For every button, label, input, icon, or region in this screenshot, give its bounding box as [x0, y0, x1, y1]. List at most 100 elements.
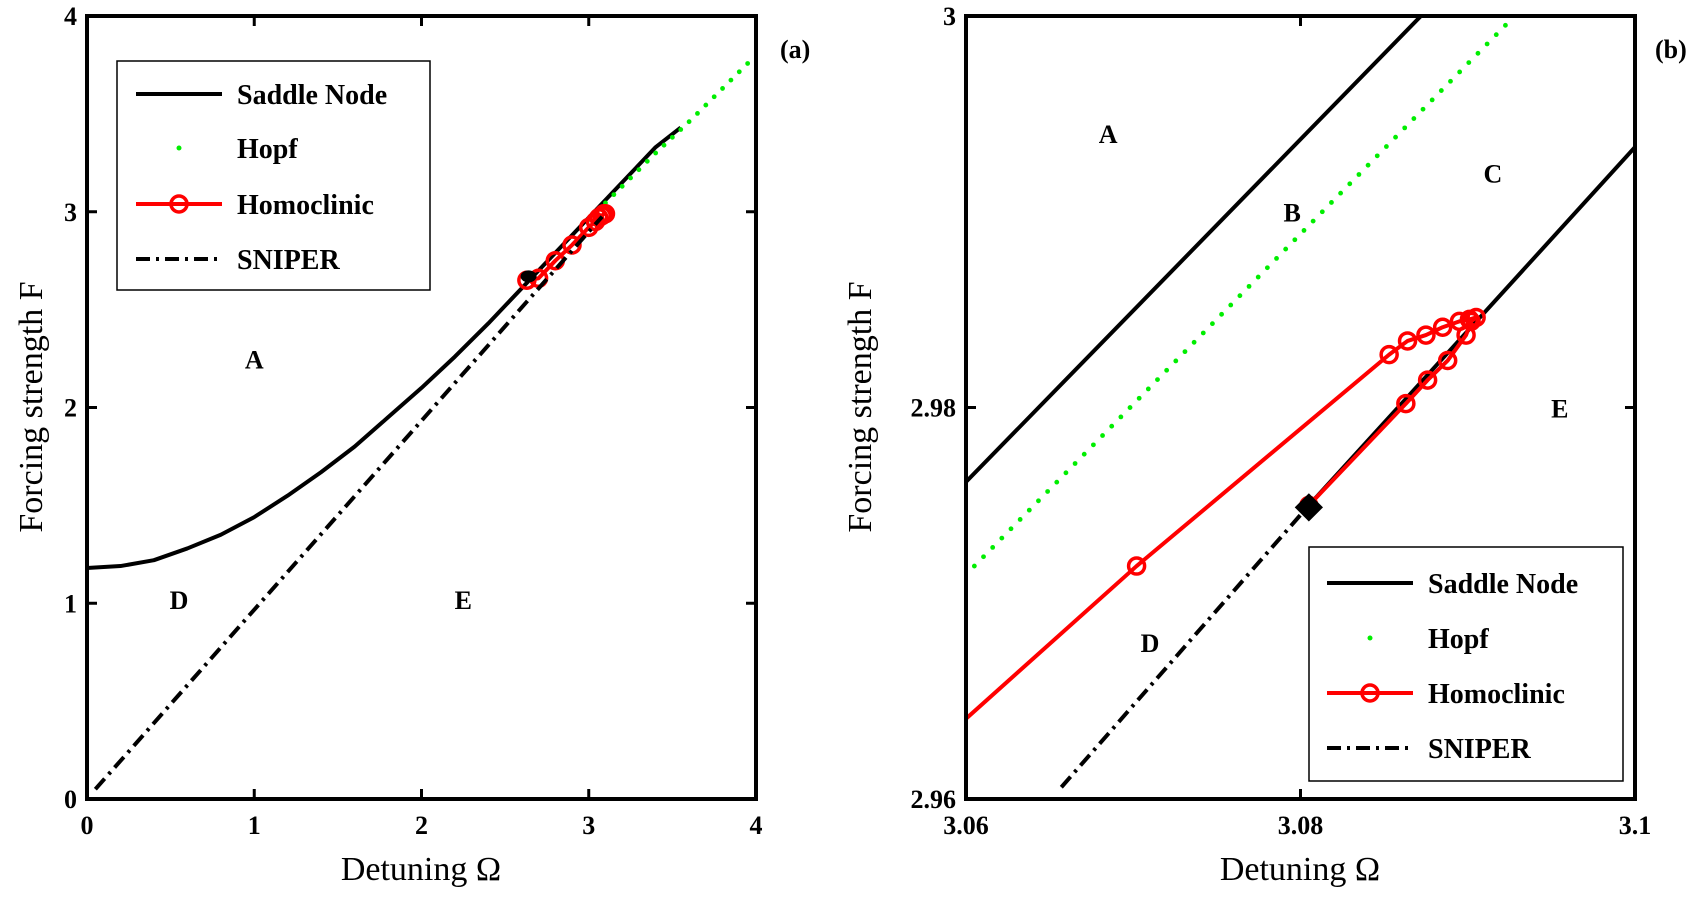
- panel-b-hopf-dot: [1356, 172, 1362, 177]
- panel-a-sniper-line: [93, 215, 604, 791]
- panel-b-hopf-dot: [1420, 106, 1426, 112]
- panel-b-hopf-dot: [1164, 367, 1170, 373]
- panel-b-hopf-dot: [1365, 162, 1371, 168]
- panel-b-hopf-dot: [1438, 88, 1444, 93]
- panel-a-xtick-label: 3: [582, 811, 595, 840]
- panel-a-ytick-label: 2: [64, 394, 77, 423]
- legend-b-sniper-label: SNIPER: [1428, 734, 1531, 765]
- panel-b-ticks: 3.06 3.08 3.1 2.96 2.98 3: [911, 2, 1652, 840]
- panel-a-ticks: 0 1 2 3 4 0 1 2 3 4: [64, 2, 763, 840]
- panel-b-saddle-node-upper-branch-line: [966, 16, 1423, 484]
- panel-a-xtick-label: 1: [248, 811, 261, 840]
- panel-a: A D E 0 1 2 3 4 0 1 2 3 4 (a) Detuning Ω Forcing st…: [13, 2, 810, 888]
- panel-b-legend: Saddle Node Hopf Homoclinic SNIPER: [1308, 546, 1624, 782]
- panel-b-xlabel: Detuning Ω: [1220, 851, 1380, 888]
- panel-a-hopf-dot: [720, 86, 725, 91]
- panel-b-hopf-dot: [1173, 358, 1179, 364]
- panel-b-tag: (b): [1655, 35, 1687, 64]
- panel-b-hopf-dot: [1448, 78, 1453, 84]
- panel-b-ytick-label: 3: [943, 2, 956, 31]
- panel-a-hopf-dot: [644, 158, 650, 164]
- panel-b-hopf-dot: [1283, 246, 1289, 252]
- panel-a-region-a-label: A: [245, 345, 264, 374]
- panel-b-hopf-dot: [1100, 433, 1105, 438]
- panel-b-hopf-dot: [1402, 125, 1408, 131]
- panel-b-xtick-label: 3.08: [1278, 811, 1324, 840]
- panel-b-hopf-dot: [1145, 386, 1151, 392]
- panel-b-ytick-label: 2.98: [911, 394, 957, 423]
- panel-b-legend-box: [1308, 546, 1624, 782]
- panel-b-hopf-dot: [1081, 451, 1087, 457]
- panel-b-hopf-dot: [1017, 517, 1023, 522]
- legend-a-homoclinic-label: Homoclinic: [237, 190, 374, 221]
- panel-a-ylabel: Forcing strength F: [13, 281, 50, 532]
- panel-b-hopf-dot: [1301, 228, 1307, 233]
- panel-b-homoclinic-marker: [1397, 331, 1418, 351]
- panel-b-hopf-dot: [981, 554, 986, 560]
- panel-b-plot-area: A B C D E: [966, 16, 1635, 789]
- panel-b-xtick-label: 3.1: [1619, 811, 1652, 840]
- panel-b-hopf-dot: [1191, 339, 1197, 345]
- panel-b-hopf-dot: [1219, 311, 1224, 317]
- panel-a-hopf-dot: [661, 142, 667, 148]
- panel-b-hopf-dot: [1155, 377, 1160, 382]
- panel-b-hopf-dot: [1182, 349, 1188, 355]
- legend-a-sniper-label: SNIPER: [237, 245, 340, 276]
- panel-b-hopf-dot: [1026, 507, 1032, 513]
- panel-b-hopf-dot: [1457, 69, 1463, 75]
- panel-b-region-c-label: C: [1483, 159, 1502, 188]
- panel-b-ytick-label: 2.96: [911, 785, 957, 814]
- panel-a-xtick-label: 0: [81, 811, 94, 840]
- panel-a-plot-area: A D E: [87, 61, 751, 791]
- panel-a-legend: Saddle Node Hopf Homoclinic SNIPER: [116, 60, 431, 291]
- panel-a-hopf-dot: [678, 127, 684, 132]
- panel-a-series: [87, 61, 751, 791]
- panel-b-xtick-label: 3.06: [943, 811, 989, 840]
- legend-a-saddle-node-label: Saddle Node: [237, 80, 387, 111]
- panel-a-region-d-label: D: [170, 586, 189, 615]
- panel-b-hopf-dot: [1393, 134, 1398, 140]
- panel-b-hopf-dot: [1090, 442, 1096, 448]
- panel-b-hopf-dot: [971, 563, 977, 569]
- panel-a-hopf-dot: [636, 167, 642, 173]
- panel-b-region-d-label: D: [1141, 629, 1160, 658]
- panel-b-hopf-dot: [1484, 41, 1490, 47]
- panel-b-hopf-dot: [1200, 330, 1206, 336]
- panel-a-xlabel: Detuning Ω: [341, 851, 501, 888]
- legend-b-hopf-swatch: [1367, 635, 1373, 641]
- panel-b-hopf-dot: [1383, 144, 1389, 149]
- panel-b: A B C D E 3.06 3.08 3.1 2.96 2.98 3 (b) Detuning …: [842, 2, 1687, 888]
- legend-a-homoclinic-marker: [169, 194, 189, 214]
- panel-b-hopf-dot: [1429, 97, 1435, 103]
- panel-b-hopf-dot: [1045, 489, 1051, 494]
- panel-b-hopf-dot: [990, 545, 996, 550]
- panel-a-hopf-dot: [711, 94, 717, 100]
- panel-b-hopf-dot: [1493, 32, 1499, 38]
- panel-b-hopf-dot: [999, 535, 1005, 541]
- panel-a-hopf-dot: [686, 119, 692, 125]
- panel-b-hopf-dot: [1063, 470, 1069, 476]
- panel-a-hopf-dot: [745, 61, 751, 66]
- panel-b-homoclinic-marker: [1379, 344, 1399, 365]
- panel-b-hopf-dot: [1228, 302, 1234, 308]
- panel-b-hopf-dot: [1210, 321, 1215, 327]
- panel-b-region-e-label: E: [1551, 394, 1568, 423]
- panel-a-tag: (a): [780, 35, 810, 64]
- legend-a-hopf-label: Hopf: [237, 134, 298, 165]
- panel-b-hopf-dot: [1237, 293, 1243, 299]
- panel-b-hopf-dot: [1054, 479, 1060, 485]
- panel-b-homoclinic-marker: [1416, 325, 1436, 345]
- panel-b-hopf-dot: [1475, 50, 1481, 56]
- panel-a-xtick-label: 4: [750, 811, 763, 840]
- panel-a-ytick-label: 4: [64, 2, 77, 31]
- panel-a-hopf-dot: [611, 192, 617, 198]
- panel-b-homoclinic-marker: [1396, 393, 1416, 414]
- panel-b-hopf-dot: [1118, 414, 1124, 420]
- legend-a-hopf-swatch: [176, 145, 182, 151]
- panel-a-hopf-dot: [695, 110, 700, 116]
- panel-b-hopf-dot: [1127, 405, 1133, 410]
- panel-b-homoclinic-marker: [1126, 556, 1147, 576]
- panel-b-series: [966, 16, 1635, 789]
- panel-a-region-e-label: E: [455, 586, 472, 615]
